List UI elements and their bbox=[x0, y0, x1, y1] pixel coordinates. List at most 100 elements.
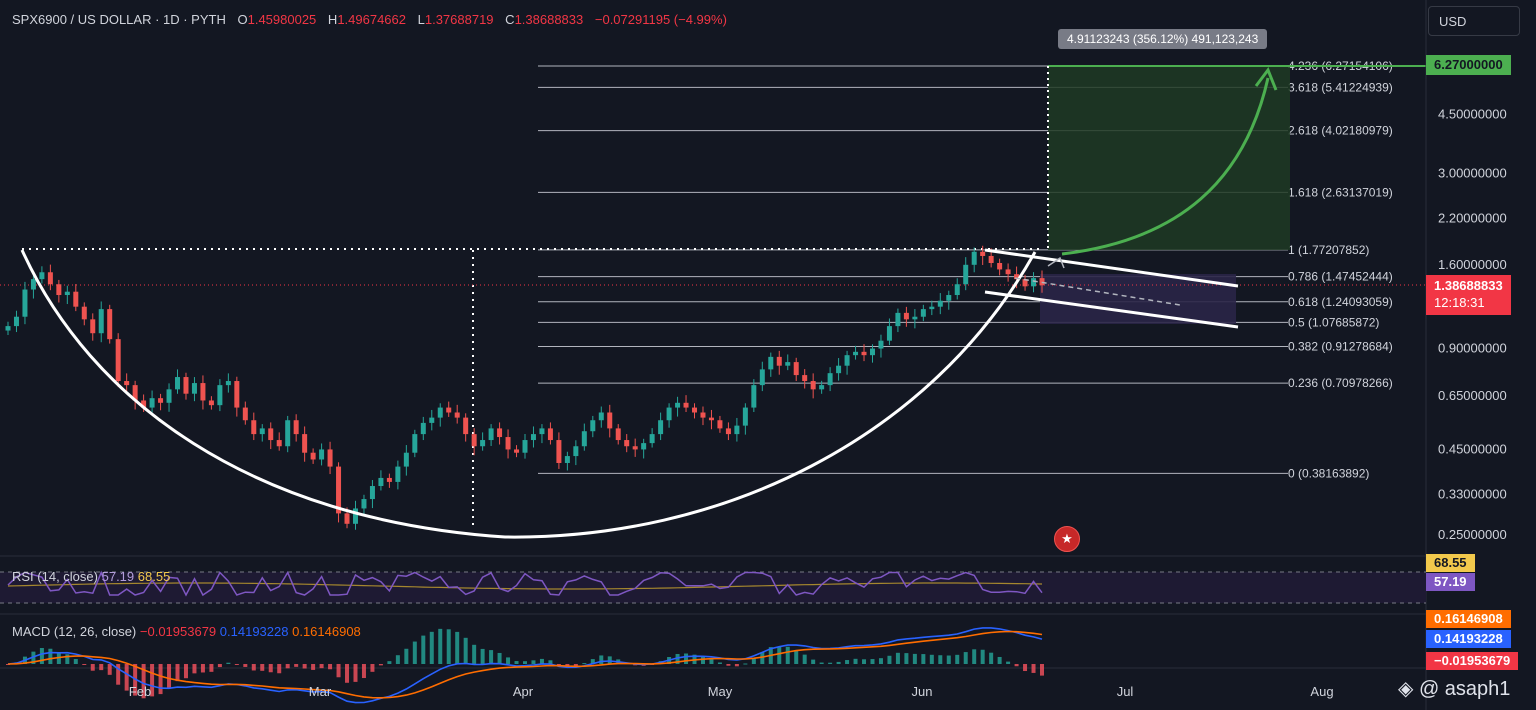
macd-bar-32 bbox=[277, 664, 282, 674]
candle-body-47 bbox=[403, 452, 409, 467]
candle-body-42 bbox=[361, 499, 367, 509]
candle-body-13 bbox=[115, 339, 121, 382]
macd-bar-21 bbox=[183, 664, 188, 679]
fib-label-7: 0.5 (1.07685872) bbox=[1288, 315, 1379, 329]
fib-label-1: 3.618 (5.41224939) bbox=[1288, 80, 1393, 94]
candle-body-38 bbox=[327, 449, 333, 467]
macd-bar-113 bbox=[963, 652, 968, 664]
price-tick-8: 0.33000000 bbox=[1438, 487, 1507, 502]
macd-legend[interactable]: MACD (12, 26, close) −0.01953679 0.14193… bbox=[12, 624, 361, 639]
price-tick-4: 1.60000000 bbox=[1438, 257, 1507, 272]
candle-body-34 bbox=[293, 420, 299, 435]
candle-body-119 bbox=[1014, 274, 1020, 280]
candle-body-90 bbox=[768, 356, 774, 370]
candle-body-66 bbox=[564, 456, 570, 463]
candle-body-53 bbox=[454, 412, 460, 418]
macd-bar-16 bbox=[141, 664, 146, 699]
candle-body-91 bbox=[776, 356, 782, 366]
macd-bar-42 bbox=[361, 664, 366, 679]
price-tick-5: 0.90000000 bbox=[1438, 341, 1507, 356]
macd-bar-10 bbox=[90, 664, 95, 671]
price-tick-2: 3.00000000 bbox=[1438, 165, 1507, 180]
candle-body-86 bbox=[734, 425, 740, 435]
macd-bar-43 bbox=[370, 664, 375, 672]
target-arrowhead bbox=[1254, 66, 1278, 91]
fib-label-5: 0.786 (1.47452444) bbox=[1288, 270, 1393, 284]
rsi-value: 57.19 bbox=[101, 569, 135, 584]
candle-body-37 bbox=[319, 449, 325, 460]
current-price: 1.38688833 bbox=[1434, 278, 1503, 293]
candle-body-97 bbox=[827, 373, 833, 386]
candle-body-71 bbox=[607, 412, 613, 429]
currency-button[interactable]: USD bbox=[1428, 6, 1520, 36]
candle-body-85 bbox=[725, 428, 731, 435]
macd-bar-25 bbox=[217, 664, 222, 668]
candle-body-21 bbox=[183, 377, 189, 394]
macd-bar-14 bbox=[124, 664, 129, 691]
price-tick-3: 2.20000000 bbox=[1438, 210, 1507, 225]
price-axis[interactable]: 4.50000000 3.00000000 2.20000000 1.60000000… bbox=[1438, 106, 1507, 542]
candle-body-2 bbox=[22, 289, 28, 317]
macd-bar-19 bbox=[167, 664, 172, 689]
time-tick-0: Feb bbox=[129, 684, 151, 699]
macd-bar-7 bbox=[65, 654, 70, 664]
candle-body-102 bbox=[869, 348, 875, 356]
macd-signal-value: 0.16146908 bbox=[292, 624, 361, 639]
candle-body-9 bbox=[81, 306, 87, 320]
candle-body-81 bbox=[692, 407, 698, 413]
candle-body-106 bbox=[903, 312, 909, 320]
candle-body-33 bbox=[285, 420, 291, 447]
fib-label-2: 2.618 (4.02180979) bbox=[1288, 124, 1393, 138]
candle-body-19 bbox=[166, 389, 172, 403]
fib-label-6: 0.618 (1.24093059) bbox=[1288, 295, 1393, 309]
candle-body-99 bbox=[844, 355, 850, 366]
macd-bar-121 bbox=[1031, 664, 1036, 673]
macd-histogram bbox=[6, 628, 1044, 699]
candle-body-17 bbox=[149, 398, 155, 408]
candle-body-23 bbox=[200, 383, 206, 401]
candle-body-59 bbox=[505, 437, 511, 450]
candle-body-62 bbox=[530, 434, 536, 441]
macd-bar-104 bbox=[887, 655, 892, 664]
macd-bar-107 bbox=[912, 653, 917, 664]
candle-body-14 bbox=[124, 381, 130, 386]
candle-body-121 bbox=[1031, 278, 1037, 287]
candle-body-7 bbox=[64, 291, 70, 296]
candle-body-98 bbox=[836, 365, 842, 374]
candle-body-63 bbox=[539, 428, 545, 435]
fib-label-8: 0.382 (0.91278684) bbox=[1288, 339, 1393, 353]
macd-bar-12 bbox=[107, 664, 112, 675]
candle-body-4 bbox=[39, 272, 45, 280]
candle-body-8 bbox=[73, 291, 79, 307]
macd-bar-115 bbox=[980, 649, 985, 664]
candle-body-83 bbox=[708, 417, 714, 421]
candle-body-89 bbox=[759, 369, 765, 386]
macd-bar-67 bbox=[573, 664, 578, 667]
macd-bar-24 bbox=[209, 664, 214, 672]
symbol-name[interactable]: SPX6900 / US DOLLAR · 1D · PYTH bbox=[12, 12, 226, 27]
rsi-legend[interactable]: RSI (14, close) 57.19 68.55 bbox=[12, 569, 170, 584]
time-axis[interactable]: Feb Mar Apr May Jun Jul Aug bbox=[129, 684, 1334, 699]
time-tick-3: May bbox=[708, 684, 733, 699]
candle-body-108 bbox=[920, 309, 926, 317]
macd-bar-88 bbox=[751, 657, 756, 664]
macd-bar-60 bbox=[514, 661, 519, 664]
candle-body-29 bbox=[251, 420, 257, 435]
macd-bar-39 bbox=[336, 664, 341, 678]
macd-bar-106 bbox=[904, 653, 909, 664]
macd-bar-31 bbox=[268, 664, 273, 673]
macd-bar-37 bbox=[319, 664, 324, 669]
macd-bar-96 bbox=[819, 662, 824, 664]
macd-bar-29 bbox=[251, 664, 256, 671]
macd-bar-54 bbox=[463, 637, 468, 664]
macd-bar-4 bbox=[39, 648, 44, 664]
macd-bar-28 bbox=[243, 664, 248, 667]
macd-bar-89 bbox=[760, 652, 765, 664]
wedge-lower bbox=[984, 290, 1239, 329]
open-value: 1.45980025 bbox=[247, 12, 317, 27]
candle-body-55 bbox=[471, 434, 477, 447]
candle-body-50 bbox=[429, 417, 435, 423]
macd-bar-30 bbox=[260, 664, 265, 671]
us-flag-icon[interactable]: ★ bbox=[1054, 526, 1080, 552]
